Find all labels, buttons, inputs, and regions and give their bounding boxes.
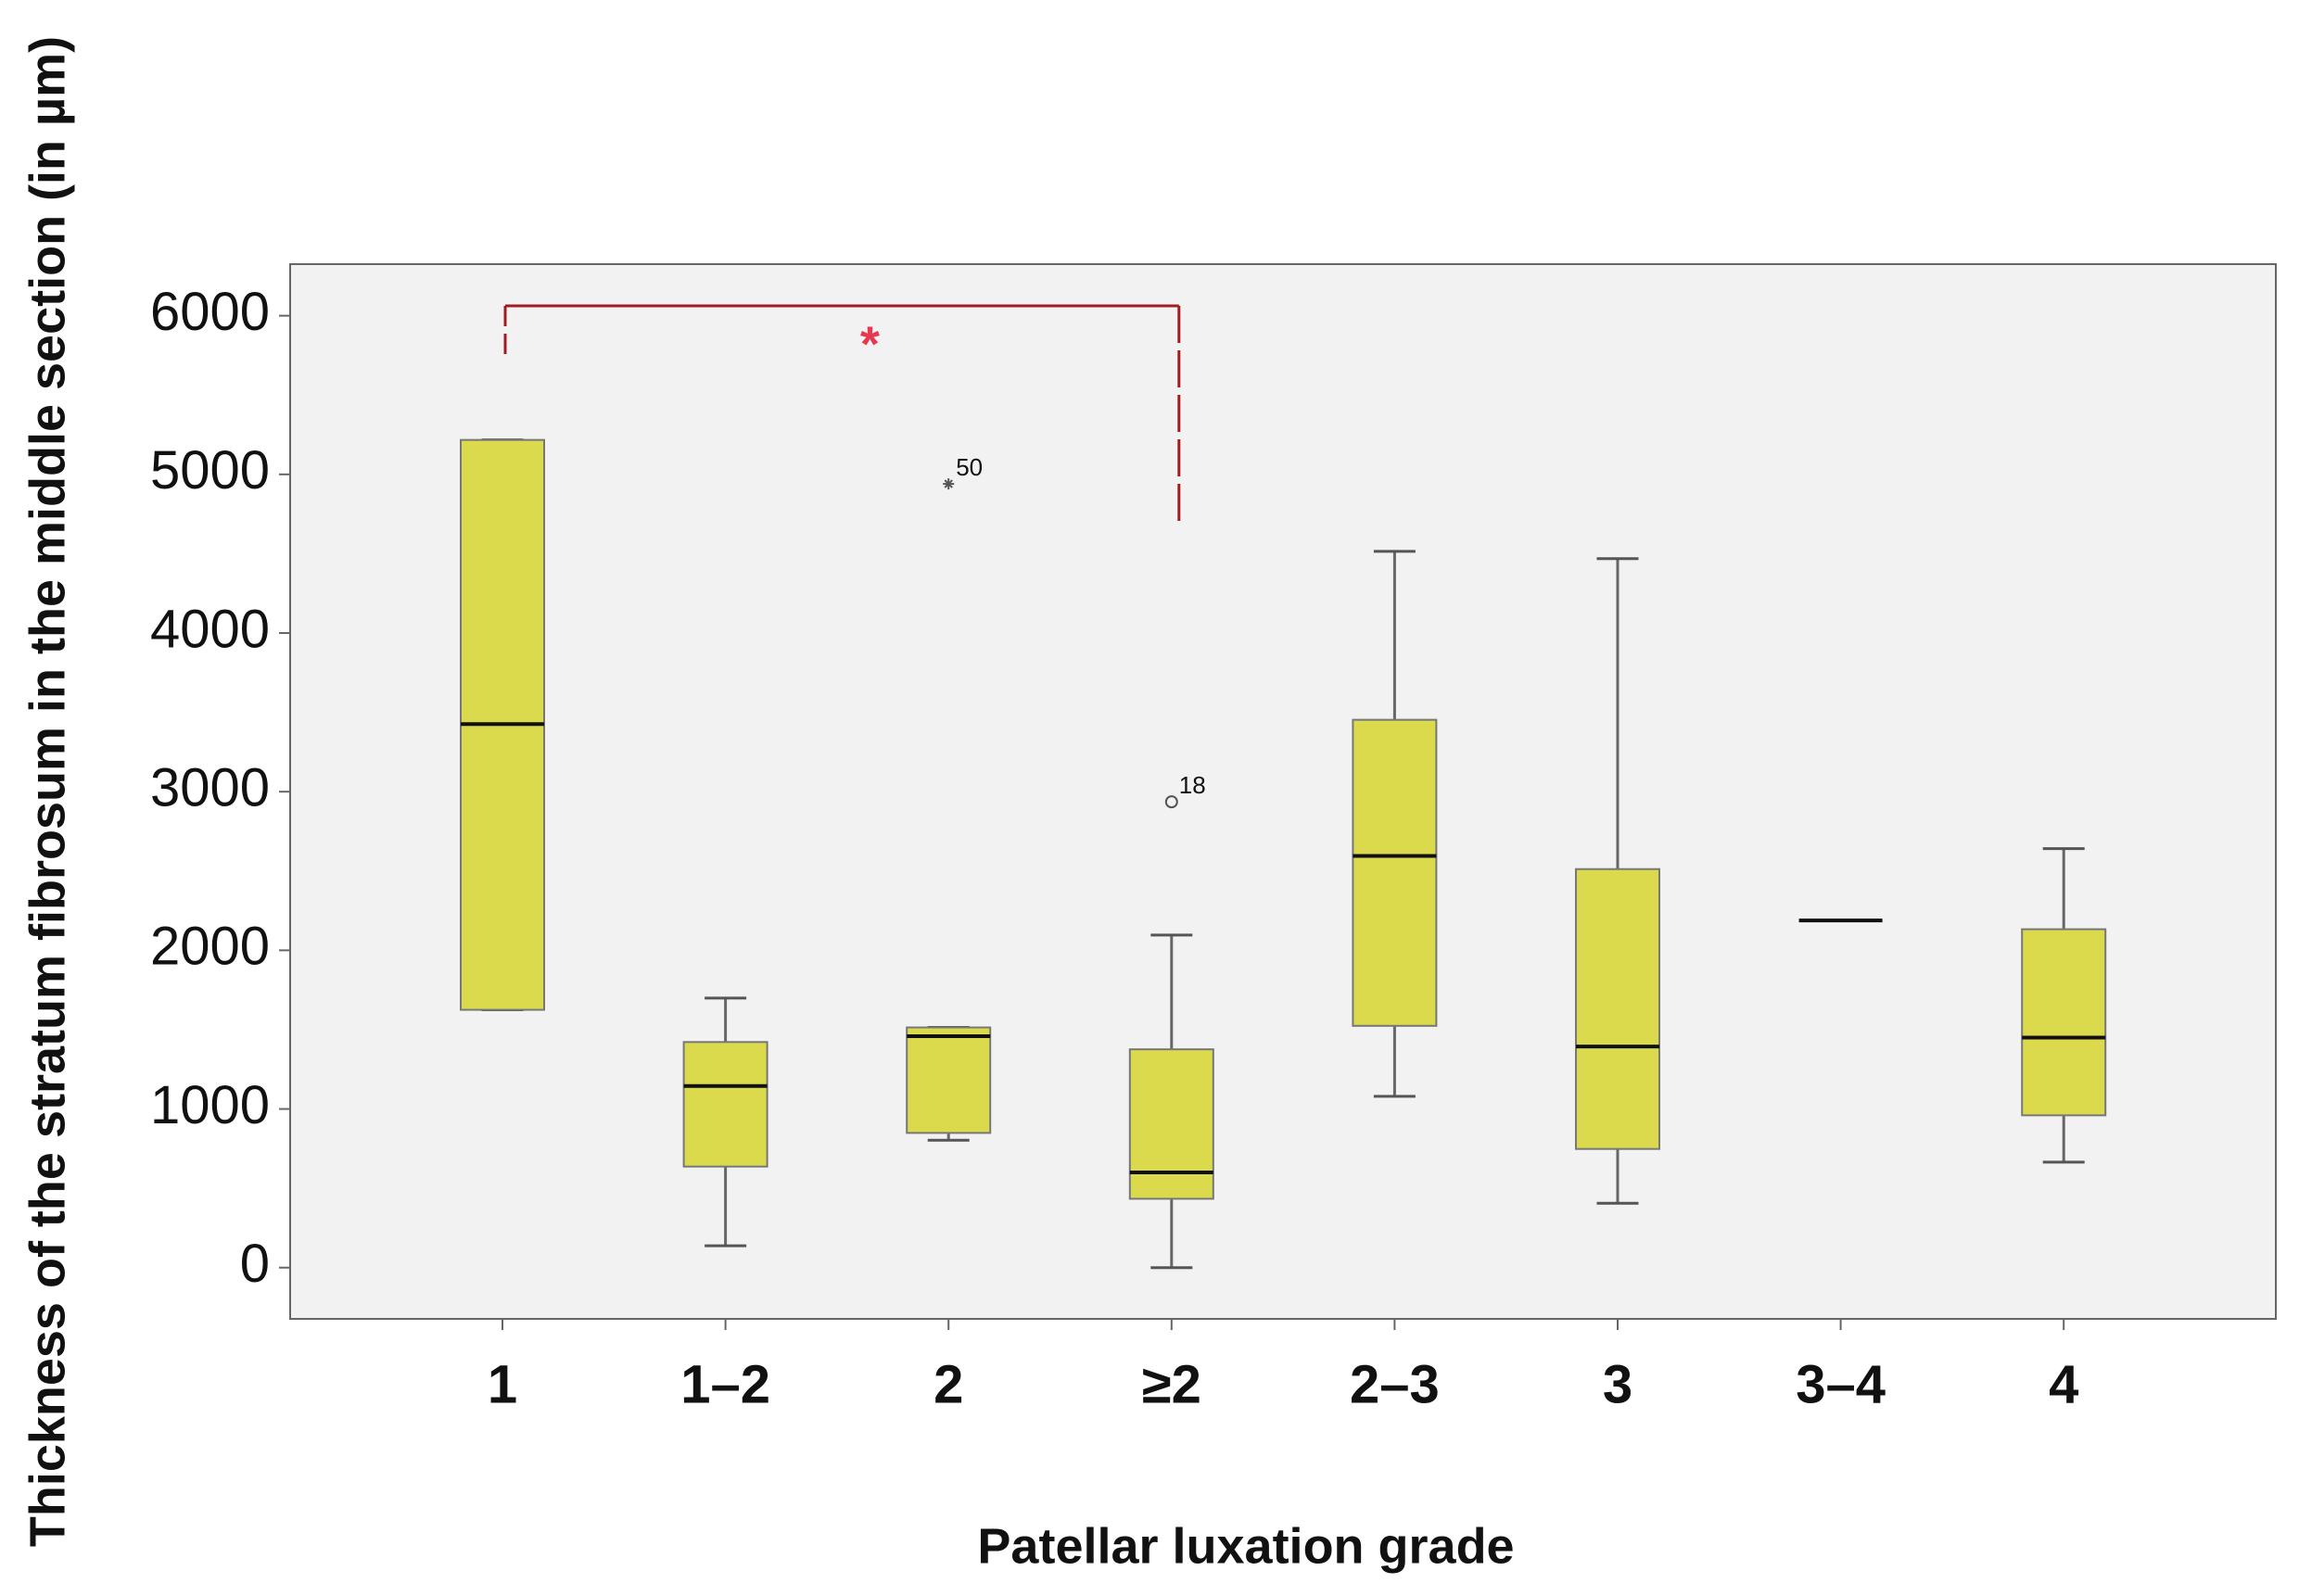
y-tick-label: 5000 — [150, 440, 270, 500]
x-tick-label: 2 — [934, 1354, 963, 1414]
y-tick-label: 2000 — [150, 917, 270, 977]
x-tick-label: ≥2 — [1142, 1354, 1201, 1414]
x-tick-label: 1 — [488, 1354, 517, 1414]
x-axis-title: Patellar luxation grade — [977, 1518, 1514, 1574]
y-tick-label: 3000 — [150, 757, 270, 817]
outlier-label: 50 — [956, 453, 983, 481]
outlier — [1164, 795, 1178, 809]
x-tick-label: 2–3 — [1350, 1354, 1440, 1414]
y-tick-label: 6000 — [150, 282, 270, 342]
y-tick-label: 4000 — [150, 599, 270, 659]
y-axis-title: Thickness of the stratum fibrosum in the… — [19, 36, 75, 1547]
significance-label: * — [860, 316, 880, 372]
box — [2021, 928, 2107, 1117]
box — [1128, 1048, 1214, 1200]
box — [682, 1041, 768, 1168]
box — [1575, 868, 1660, 1150]
y-tick-label: 1000 — [150, 1075, 270, 1135]
y-tick-label: 0 — [240, 1234, 270, 1294]
x-tick-label: 3–4 — [1796, 1354, 1886, 1414]
plot-area — [289, 263, 2277, 1320]
box — [906, 1026, 992, 1134]
outlier-label: 18 — [1179, 771, 1206, 799]
x-tick-label: 3 — [1603, 1354, 1632, 1414]
x-tick-label: 4 — [2049, 1354, 2078, 1414]
box — [1352, 718, 1438, 1027]
outlier — [943, 478, 955, 490]
x-tick-label: 1–2 — [680, 1354, 770, 1414]
